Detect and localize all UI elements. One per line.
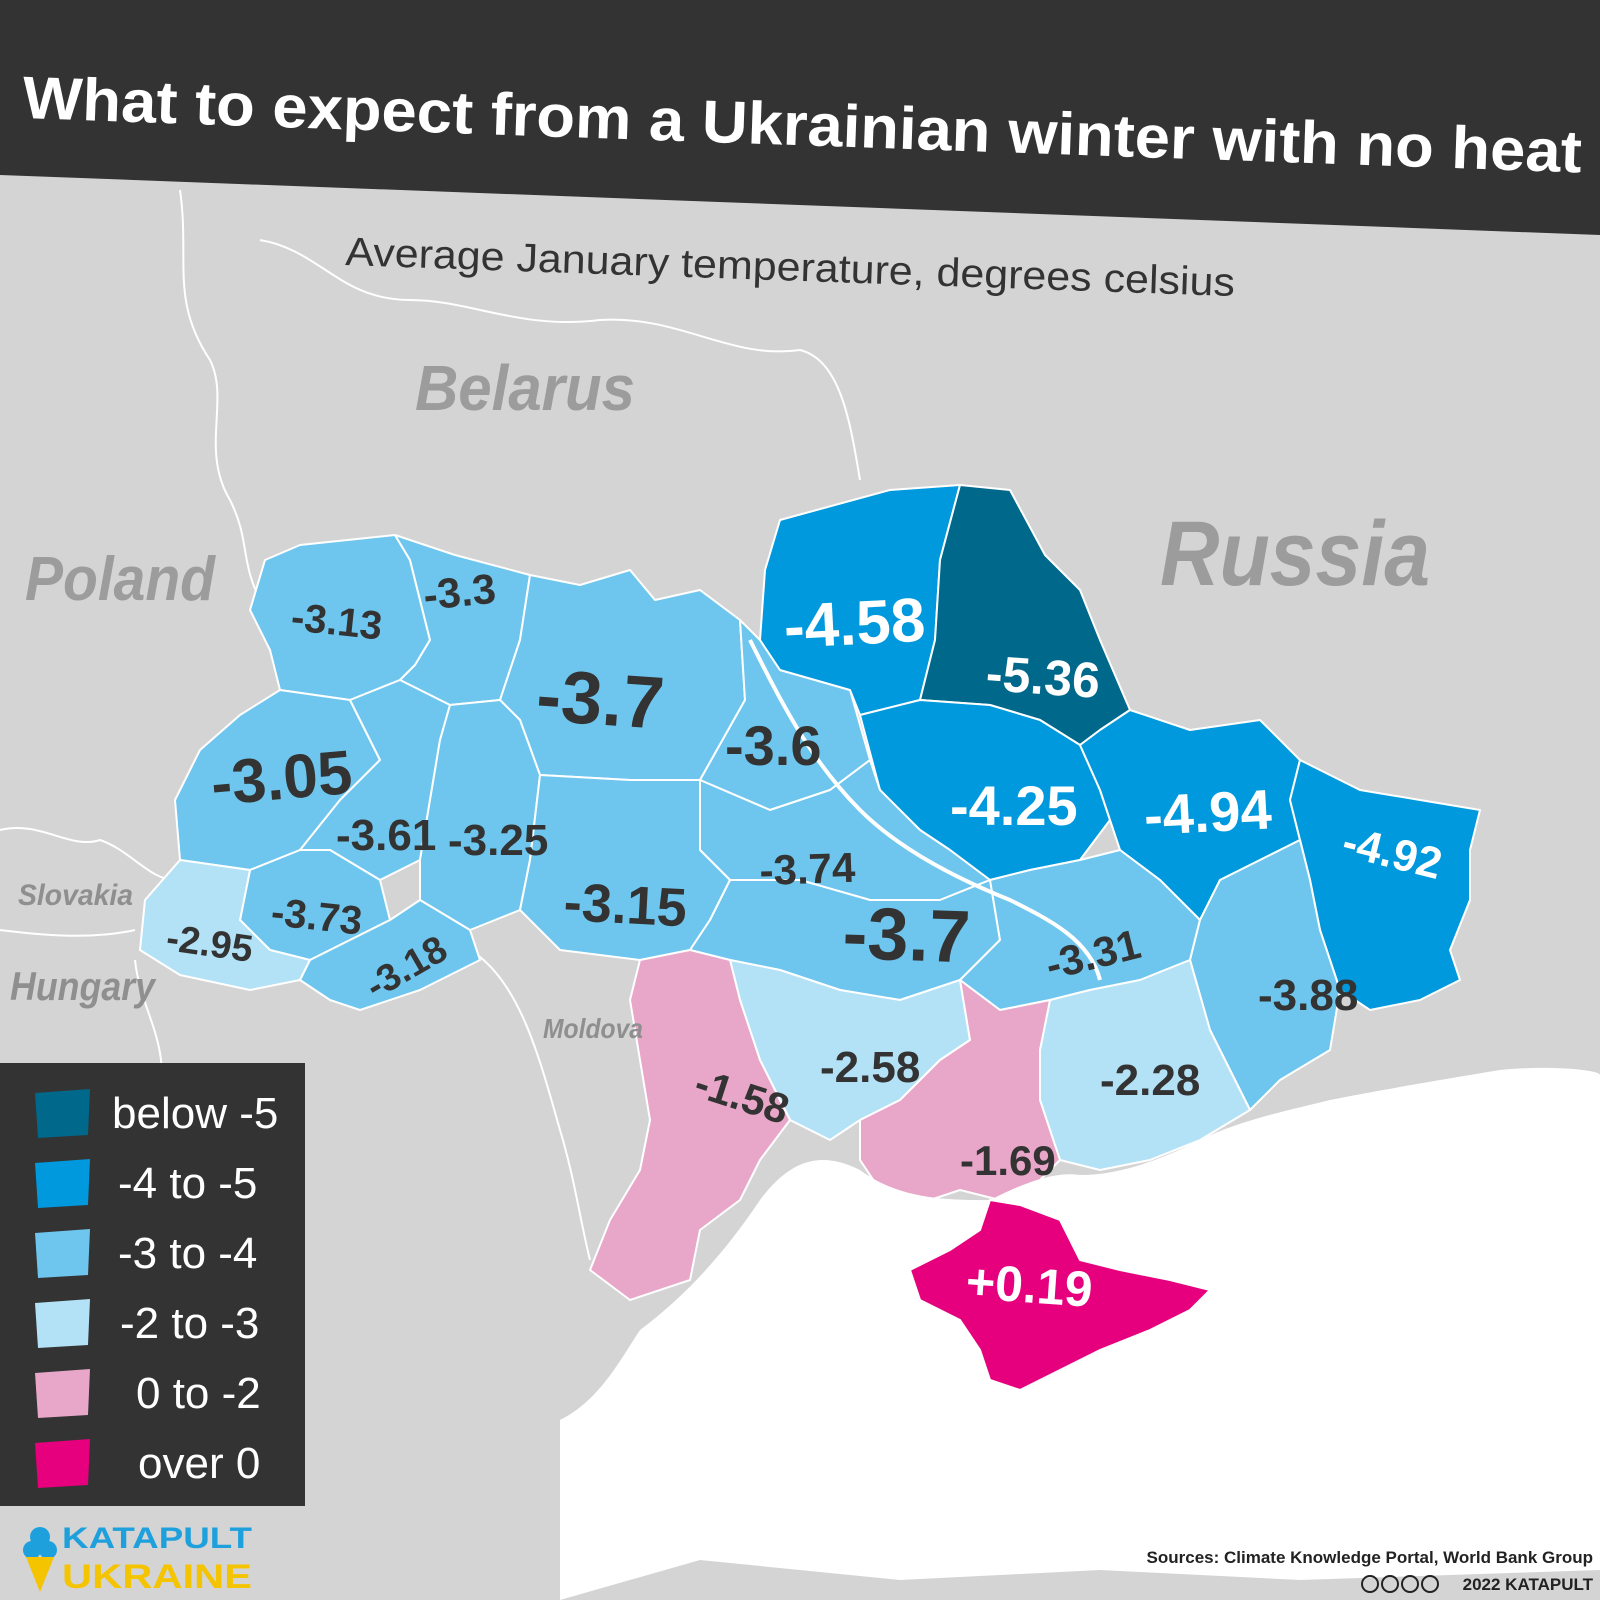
region-value: -2.58 — [820, 1043, 920, 1092]
copyright-text: 2022 KATAPULT — [1463, 1575, 1594, 1594]
region-value: -3.3 — [421, 565, 498, 619]
country-label-belarus: Belarus — [415, 352, 635, 424]
country-borders — [0, 189, 861, 1261]
legend-swatch — [35, 1369, 90, 1418]
legend: below -5 -4 to -5 -3 to -4 -2 to -3 0 to… — [0, 1063, 305, 1506]
dnipro-river — [748, 639, 1102, 981]
region-value: -5.36 — [984, 645, 1102, 709]
logo-line2: UKRAINE — [62, 1558, 252, 1596]
region-shape — [419, 699, 541, 931]
region-value: +0.19 — [964, 1253, 1094, 1318]
region-value: -3.25 — [448, 816, 548, 865]
legend-label: below -5 — [112, 1089, 278, 1138]
legend-swatch — [35, 1089, 90, 1138]
country-label-moldova: Moldova — [543, 1013, 643, 1044]
crimea-shape — [908, 1198, 1212, 1392]
legend-swatch — [35, 1229, 90, 1278]
region-value: -4.25 — [950, 774, 1078, 837]
region-value: -3.7 — [534, 653, 667, 745]
region-value: -1.69 — [960, 1137, 1056, 1184]
region-value: -3.7 — [841, 891, 971, 978]
legend-label: -3 to -4 — [118, 1229, 257, 1278]
logo-line1: KATAPULT — [62, 1522, 252, 1555]
region-shape — [589, 949, 791, 1301]
region-value: -2.28 — [1100, 1056, 1200, 1105]
country-label-russia: Russia — [1160, 503, 1430, 605]
sources-text: Sources: Climate Knowledge Portal, World… — [1147, 1548, 1593, 1567]
legend-swatch — [35, 1299, 90, 1348]
region-value: -3.05 — [208, 738, 355, 819]
katapult-logo-icon — [23, 1527, 57, 1592]
legend-label: over 0 — [138, 1439, 260, 1488]
region-value: -4.58 — [782, 586, 927, 662]
region-shape — [859, 979, 1061, 1201]
cc-license-icons — [1361, 1575, 1439, 1593]
region-value: -3.61 — [336, 811, 436, 860]
legend-swatch — [35, 1159, 90, 1208]
legend-label: -4 to -5 — [118, 1159, 257, 1208]
south-coast-land — [560, 1560, 1600, 1600]
katapult-logo: KATAPULT UKRAINE — [23, 1522, 252, 1596]
country-label-slovakia: Slovakia — [18, 879, 133, 912]
region-value: -3.88 — [1258, 971, 1358, 1020]
region-shape — [299, 899, 481, 1011]
legend-label: 0 to -2 — [136, 1369, 261, 1418]
region-value: -3.73 — [269, 890, 364, 943]
region-value: -4.94 — [1142, 777, 1273, 847]
legend-swatch — [35, 1439, 90, 1488]
region-value: -3.74 — [759, 844, 857, 894]
title-banner — [0, 0, 1600, 235]
region-value: -3.15 — [562, 872, 688, 938]
country-label-hungary: Hungary — [10, 965, 157, 1009]
country-label-poland: Poland — [25, 545, 216, 614]
region-values: -3.13 -3.3 -3.7 -3.6 -4.58 -5.36 -3.05 -… — [164, 565, 1447, 1318]
region-value: -3.6 — [725, 714, 822, 777]
legend-label: -2 to -3 — [120, 1299, 259, 1348]
region-value: -3.13 — [289, 595, 384, 648]
